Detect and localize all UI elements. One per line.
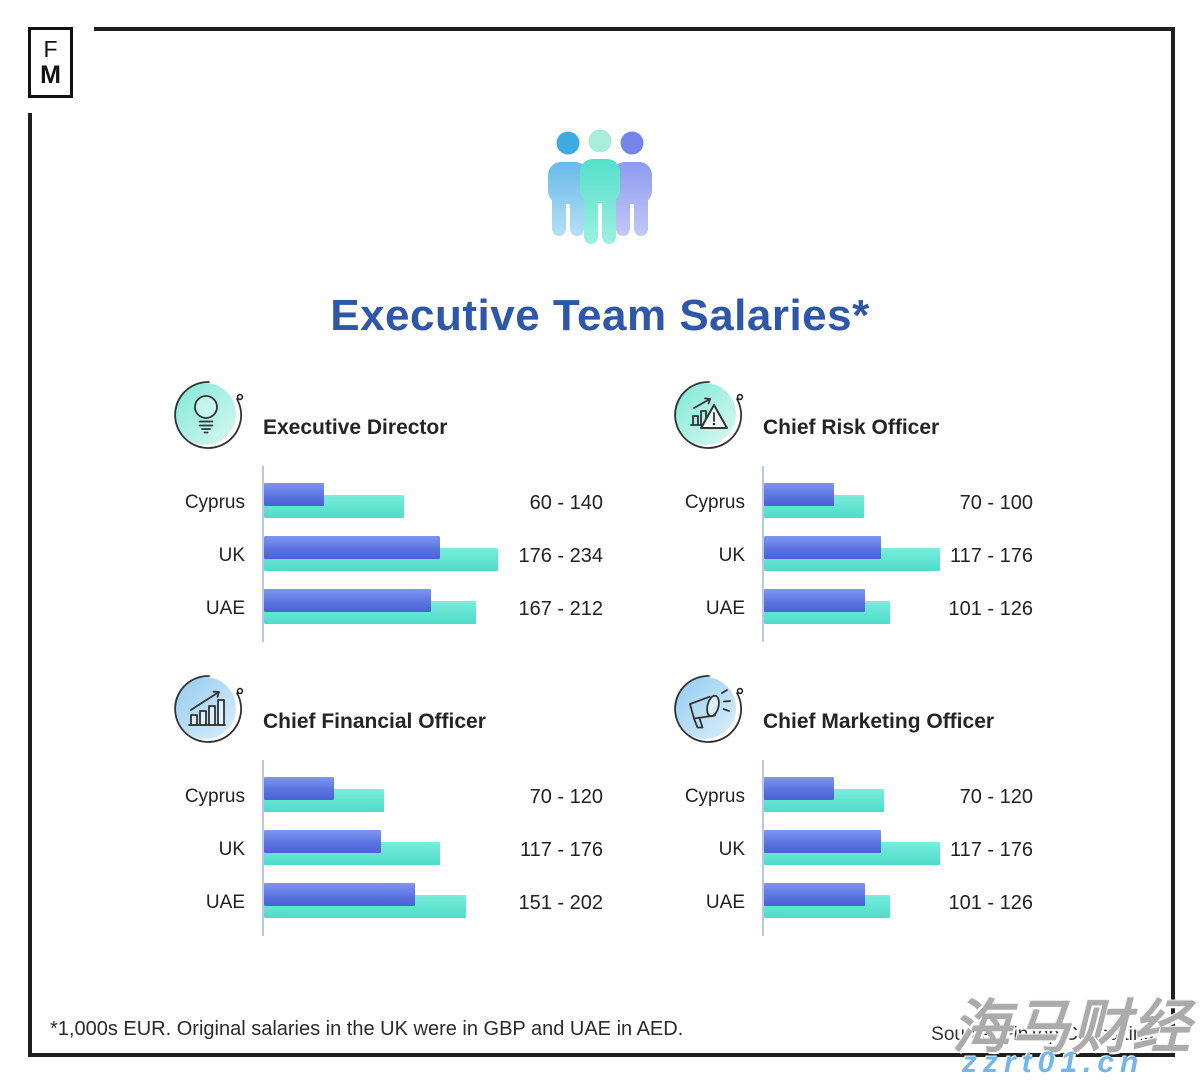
border-frame — [28, 27, 1175, 1057]
chart-card-chief-risk-officer: Chief Risk Officer Cyprus 70 - 100 UK 117 -… — [648, 370, 1128, 660]
min-salary-bar — [264, 883, 415, 906]
bar-row-cyprus: Cyprus 70 - 120 — [148, 771, 603, 824]
logo-letter-m: M — [40, 61, 61, 89]
brand-logo: F M — [28, 27, 73, 98]
min-salary-bar — [264, 536, 440, 559]
chart-card-chief-financial-officer: Chief Financial Officer Cyprus 70 - 120 UK… — [148, 664, 628, 954]
range-bars — [763, 530, 943, 583]
bar-row-uae: UAE 101 - 126 — [648, 583, 1033, 636]
risk-chart-icon — [674, 381, 744, 449]
bar-row-cyprus: Cyprus 60 - 140 — [148, 477, 603, 530]
bar-row-uk: UK 117 - 176 — [148, 824, 603, 877]
range-bars — [263, 477, 513, 530]
bar-row-uae: UAE 101 - 126 — [648, 877, 1033, 930]
country-label: UK — [218, 545, 245, 566]
salary-range-label: 70 - 100 — [959, 492, 1033, 514]
chart-title: Chief Financial Officer — [263, 710, 486, 733]
min-salary-bar — [264, 589, 431, 612]
min-salary-bar — [764, 777, 834, 800]
range-bars — [763, 877, 943, 930]
range-bars — [763, 824, 943, 877]
page-title: Executive Team Salaries* — [330, 291, 870, 341]
chart-title: Chief Marketing Officer — [763, 710, 995, 733]
salary-range-label: 176 - 234 — [518, 545, 603, 567]
salary-range-label: 151 - 202 — [518, 892, 603, 914]
salary-range-label: 70 - 120 — [959, 786, 1033, 808]
country-label: UAE — [705, 892, 745, 913]
min-salary-bar — [264, 830, 381, 853]
bar-chart: Cyprus 70 - 100 UK 117 - 176 UAE 101 - 126 — [648, 477, 1033, 636]
min-salary-bar — [764, 883, 865, 906]
salary-range-label: 117 - 176 — [949, 545, 1033, 567]
country-label: Cyprus — [184, 492, 245, 513]
chart-card-chief-marketing-officer: Chief Marketing Officer Cyprus 70 - 120 UK… — [648, 664, 1128, 954]
country-label: UK — [718, 839, 745, 860]
lightbulb-icon — [174, 381, 244, 449]
watermark-cn: 海马财经 — [952, 995, 1193, 1060]
country-label: Cyprus — [684, 492, 745, 513]
range-bars — [263, 583, 513, 636]
person-left — [548, 162, 588, 236]
salary-range-label: 60 - 140 — [529, 492, 603, 514]
bar-row-uk: UK 117 - 176 — [648, 824, 1033, 877]
min-salary-bar — [264, 777, 334, 800]
country-label: UAE — [705, 598, 745, 619]
logo-letter-f: F — [43, 36, 58, 62]
chart-axis — [262, 466, 264, 642]
bar-chart: Cyprus 60 - 140 UK 176 - 234 UAE 167 - 212 — [148, 477, 603, 636]
salary-range-label: 117 - 176 — [949, 839, 1033, 861]
chart-card-executive-director: Executive Director Cyprus 60 - 140 UK 176 -… — [148, 370, 628, 660]
bar-chart: Cyprus 70 - 120 UK 117 - 176 UAE 101 - 126 — [648, 771, 1033, 930]
country-label: Cyprus — [184, 786, 245, 807]
salary-range-label: 167 - 212 — [518, 598, 603, 620]
bar-row-uk: UK 176 - 234 — [148, 530, 603, 583]
bar-row-uae: UAE 151 - 202 — [148, 877, 603, 930]
min-salary-bar — [764, 483, 834, 506]
range-bars — [763, 477, 943, 530]
team-people-icon — [548, 129, 652, 244]
person-right — [612, 162, 652, 236]
range-bars — [263, 877, 513, 930]
person-middle — [580, 159, 620, 244]
range-bars — [263, 824, 513, 877]
watermark-url: zzrt01.cn — [962, 1046, 1145, 1079]
megaphone-icon — [674, 675, 744, 743]
bar-row-cyprus: Cyprus 70 - 100 — [648, 477, 1033, 530]
chart-title: Executive Director — [263, 416, 448, 439]
range-bars — [763, 771, 943, 824]
country-label: UAE — [205, 598, 245, 619]
bar-row-cyprus: Cyprus 70 - 120 — [648, 771, 1033, 824]
range-bars — [763, 583, 943, 636]
growth-chart-icon — [174, 675, 244, 743]
min-salary-bar — [264, 483, 324, 506]
bar-chart: Cyprus 70 - 120 UK 117 - 176 UAE 151 - 202 — [148, 771, 603, 930]
salary-range-label: 117 - 176 — [519, 839, 603, 861]
footnote: *1,000s EUR. Original salaries in the UK… — [50, 1018, 684, 1040]
source-credit: Source: FinTop Consulting — [931, 1024, 1154, 1045]
chart-axis — [262, 760, 264, 936]
salary-range-label: 70 - 120 — [529, 786, 603, 808]
range-bars — [263, 771, 513, 824]
range-bars — [263, 530, 513, 583]
bar-row-uae: UAE 167 - 212 — [148, 583, 603, 636]
salary-range-label: 101 - 126 — [948, 598, 1033, 620]
bar-row-uk: UK 117 - 176 — [648, 530, 1033, 583]
min-salary-bar — [764, 536, 881, 559]
country-label: UK — [718, 545, 745, 566]
chart-axis — [762, 760, 764, 936]
salary-range-label: 101 - 126 — [948, 892, 1033, 914]
chart-axis — [762, 466, 764, 642]
country-label: UK — [218, 839, 245, 860]
country-label: UAE — [205, 892, 245, 913]
min-salary-bar — [764, 589, 865, 612]
chart-title: Chief Risk Officer — [763, 416, 940, 439]
country-label: Cyprus — [684, 786, 745, 807]
min-salary-bar — [764, 830, 881, 853]
